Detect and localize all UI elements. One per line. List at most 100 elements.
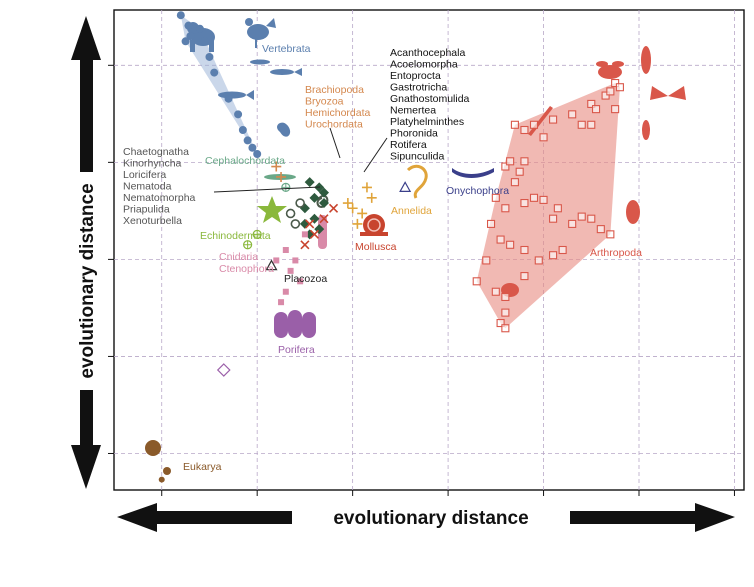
mollusca-point (305, 219, 315, 229)
cnidaria-ctenophora-point (282, 247, 289, 253)
amoeba-icon (145, 440, 171, 475)
label-phoronida: Phoronida (390, 128, 438, 140)
connector-black-group (363, 137, 388, 173)
acanthocephala-sipunculida-point (319, 198, 329, 209)
arthropoda-point (539, 195, 548, 204)
label-nematoda: Nematoda (123, 181, 172, 193)
onychophora-point (399, 181, 412, 192)
arthropoda-point (491, 287, 500, 296)
arthropoda-point (520, 272, 529, 281)
arthropoda-hull (476, 83, 620, 329)
label-bryozoa: Bryozoa (305, 96, 344, 108)
vertebrata-point (205, 52, 214, 61)
chaetognatha-xenoturbella-point (290, 219, 301, 229)
placozoa-point (265, 259, 278, 271)
vertebrata-point (195, 24, 204, 33)
x-axis-arrow-right (570, 503, 735, 532)
arthropoda-point (491, 193, 500, 202)
arthropoda-point (615, 83, 624, 92)
connector-orange-group (329, 127, 341, 159)
wasp-icon (641, 46, 651, 74)
echinodermata-point (243, 240, 253, 250)
arthropoda-point (577, 212, 586, 221)
brachiopoda-bryozoa-hemichordata-urochordata-point (271, 161, 282, 172)
mollusca-point (328, 203, 339, 213)
cephalochordata-point (281, 182, 291, 192)
x-axis-arrow-left (117, 503, 292, 532)
label-group-black: AcanthocephalaAcoelomorphaEntoproctaGast… (390, 47, 470, 163)
arthropoda-point (510, 178, 519, 187)
arthropoda-point (568, 219, 577, 228)
butterfly-icon (650, 86, 686, 100)
label-eukarya: Eukarya (183, 461, 222, 473)
sponge-icon (274, 310, 316, 338)
cnidaria-ctenophora-point (297, 278, 304, 285)
arthropoda-point (510, 120, 519, 129)
axis-ticks (108, 64, 735, 496)
arthropoda-point (520, 198, 529, 208)
primate-icon (187, 22, 215, 52)
label-ctenophora: Ctenophora (219, 263, 274, 275)
arthropoda-point (558, 245, 567, 255)
acanthocephala-sipunculida-point (319, 187, 329, 198)
label-cnidaria: Cnidaria (219, 251, 258, 263)
cnidaria-ctenophora-point (301, 231, 308, 238)
label-rotifera: Rotifera (390, 139, 427, 151)
arthropoda-point (611, 105, 620, 114)
label-group-orange: BrachiopodaBryozoaHemichordataUrochordat… (305, 84, 371, 131)
arthropoda-point (529, 193, 539, 202)
arthropoda-point (520, 245, 529, 255)
acanthocephala-sipunculida-point (304, 177, 315, 188)
snail-icon (360, 214, 388, 236)
grid-lines (114, 10, 744, 490)
acanthocephala-sipunculida-point (309, 192, 320, 203)
arthropoda-point (587, 99, 596, 108)
mollusca-point (300, 240, 310, 250)
label-acanthocephala: Acanthocephala (390, 47, 465, 59)
echinodermata-point (252, 229, 262, 239)
mollusca-point (319, 214, 329, 224)
arthropoda-point (606, 87, 615, 96)
label-urochordata: Urochordata (305, 119, 363, 131)
mollusca-point (309, 229, 320, 239)
rooster-icon (245, 18, 276, 48)
cnidaria-ctenophora-point (292, 257, 299, 264)
arthropoda-point (601, 91, 610, 100)
label-entoprocta: Entoprocta (390, 70, 441, 82)
vertebrata-point (248, 143, 257, 152)
fish-icon (270, 68, 302, 76)
y-axis-title: evolutionary distance (77, 183, 98, 378)
label-mollusca: Mollusca (355, 241, 397, 253)
cnidaria-ctenophora-point (287, 267, 294, 274)
label-porifera: Porifera (278, 344, 315, 356)
vertebrata-point (234, 110, 243, 119)
arthropoda-point (596, 225, 605, 234)
arthropoda-point (501, 308, 510, 317)
arthropoda-point (568, 110, 577, 119)
arthropoda-point (591, 105, 601, 114)
eukarya-point (158, 476, 165, 483)
arthropoda-point (539, 133, 548, 142)
label-loricifera: Loricifera (123, 169, 166, 181)
shark-icon (250, 59, 270, 65)
label-gnathostomulida: Gnathostomulida (390, 93, 470, 105)
vertebrata-point (210, 68, 219, 77)
label-cephalochordata: Cephalochordata (205, 155, 285, 167)
vertebrata-point (181, 37, 190, 46)
velvet-worm-icon (452, 168, 494, 178)
cnidaria-ctenophora-point (282, 288, 289, 295)
arthropoda-point (587, 214, 596, 223)
vertebrata-point (186, 32, 195, 41)
vertebrata-point (176, 11, 185, 20)
arthropoda-point (501, 324, 510, 333)
vertebrata-point (184, 21, 193, 30)
data-markers (158, 11, 624, 483)
arthropoda-point (496, 318, 505, 328)
arthropoda-point (577, 120, 586, 129)
vertebrata-point (238, 126, 247, 134)
label-nemertea: Nemertea (390, 105, 436, 117)
vertebrata-hull (180, 15, 258, 154)
annelida-point (357, 208, 368, 219)
cnidaria-ctenophora-point (278, 299, 285, 306)
